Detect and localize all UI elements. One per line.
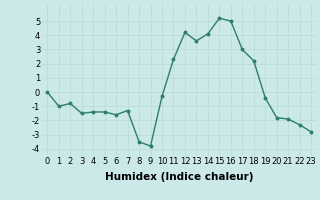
X-axis label: Humidex (Indice chaleur): Humidex (Indice chaleur) bbox=[105, 172, 253, 182]
